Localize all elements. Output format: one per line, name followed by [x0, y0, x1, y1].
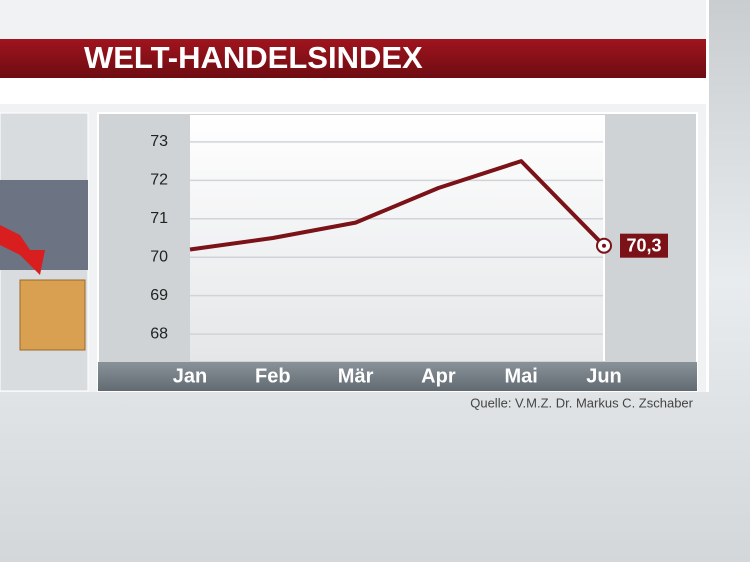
- x-tick-label: Mai: [505, 365, 538, 387]
- line: [189, 159, 606, 252]
- y-tick-label: 69: [150, 287, 168, 304]
- y-tick-label: 71: [150, 210, 168, 227]
- source: Quelle: V.M.Z. Dr. Markus C. Zschaber: [470, 395, 693, 410]
- title-strip: [0, 78, 706, 104]
- crate: [19, 279, 86, 351]
- x-tick-label: Jun: [586, 365, 622, 387]
- title-banner: [0, 39, 706, 78]
- y-tick-label: 68: [150, 325, 168, 342]
- x-tick-label: Feb: [255, 365, 291, 387]
- arrow: [0, 225, 45, 275]
- y-tick-label: 73: [150, 133, 168, 150]
- y-tick-label: 70: [150, 248, 168, 265]
- chart-title: WELT-HANDELSINDEX: [84, 40, 423, 75]
- containers: [0, 180, 88, 270]
- end-marker-dot: [602, 243, 606, 248]
- value-label: 70,3: [626, 235, 661, 255]
- panel-edge: [706, 0, 709, 392]
- x-axis-bar: [98, 362, 697, 391]
- x-tick-label: Jan: [173, 365, 207, 387]
- x-tick-label: Mär: [338, 365, 374, 387]
- x-tick-label: Apr: [421, 365, 456, 387]
- y-tick-label: 72: [150, 172, 168, 189]
- plot-area: [190, 115, 604, 361]
- value-label-box: [620, 233, 668, 258]
